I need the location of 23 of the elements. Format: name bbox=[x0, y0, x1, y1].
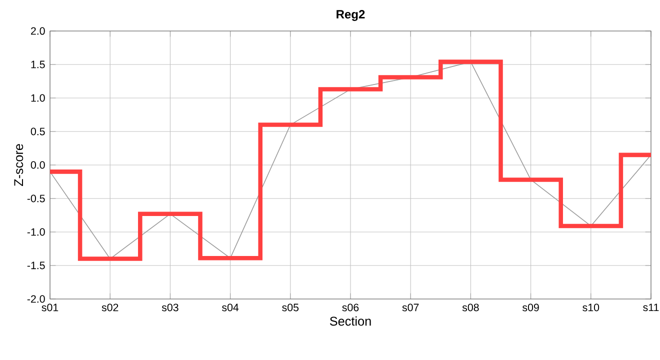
y-tick-label: 0.0 bbox=[30, 161, 45, 169]
x-tick-label: s11 bbox=[643, 304, 659, 312]
y-tick-label: 0.5 bbox=[30, 128, 45, 136]
x-axis-title: Section bbox=[330, 316, 371, 326]
x-tick-label: s10 bbox=[582, 304, 600, 312]
x-tick-label: s02 bbox=[102, 304, 118, 312]
x-tick-label: s04 bbox=[222, 304, 239, 312]
y-tick-label: -1.0 bbox=[27, 228, 45, 236]
y-tick-label: 1.0 bbox=[31, 94, 45, 102]
y-tick-label: 1.5 bbox=[31, 60, 45, 68]
x-tick-label: s06 bbox=[342, 304, 359, 312]
y-tick-label: -0.5 bbox=[27, 194, 45, 202]
x-tick-label: s07 bbox=[402, 304, 419, 312]
x-tick-label: s08 bbox=[462, 304, 479, 312]
x-tick-label: s09 bbox=[522, 304, 539, 312]
y-tick-label: -1.5 bbox=[27, 262, 45, 270]
y-axis-title: Z-score bbox=[14, 144, 24, 186]
x-tick-label: s01 bbox=[42, 304, 58, 312]
x-tick-label: s05 bbox=[282, 304, 299, 312]
x-tick-label: s03 bbox=[162, 304, 178, 312]
y-tick-label: -2.0 bbox=[27, 295, 45, 303]
chart-title: Reg2 bbox=[336, 10, 365, 21]
y-tick-label: 2.0 bbox=[31, 27, 45, 35]
